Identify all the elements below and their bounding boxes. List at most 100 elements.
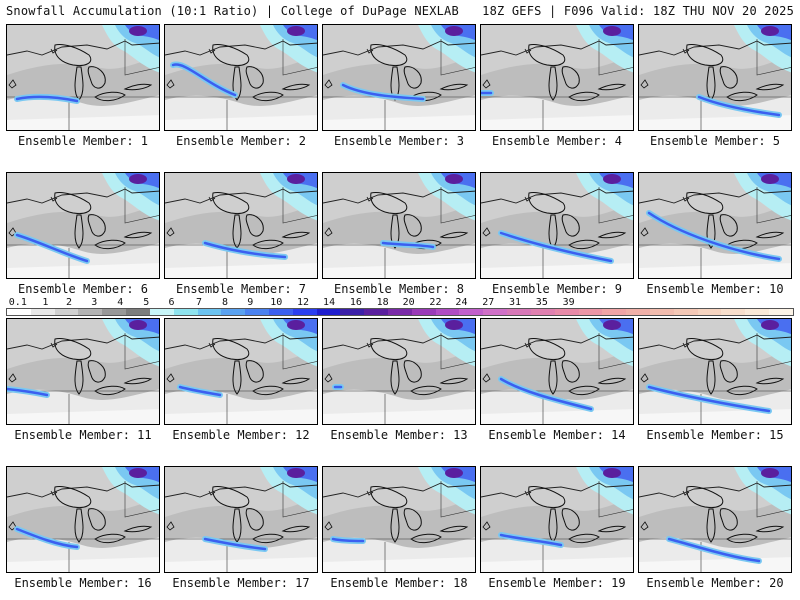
colorbar-tick-label: 6 — [168, 297, 175, 308]
ensemble-map-20 — [638, 466, 792, 573]
colorbar-swatch — [149, 309, 174, 315]
colorbar-tick-label: 10 — [270, 297, 283, 308]
colorbar-swatch — [30, 309, 55, 315]
ensemble-member-label: Ensemble Member: 19 — [488, 576, 626, 590]
colorbar-swatches — [6, 308, 794, 316]
colorbar-swatch — [554, 309, 579, 315]
colorbar-swatch — [340, 309, 365, 315]
ensemble-member-label: Ensemble Member: 8 — [333, 282, 465, 296]
ensemble-member-label: Ensemble Member: 9 — [491, 282, 623, 296]
ensemble-map-2 — [164, 24, 318, 131]
colorbar-tick-label: 31 — [509, 297, 522, 308]
ensemble-map-1 — [6, 24, 160, 131]
ensemble-member-label: Ensemble Member: 2 — [175, 134, 307, 148]
colorbar-tick-label: 9 — [247, 297, 254, 308]
colorbar-swatch — [507, 309, 531, 315]
ensemble-map-14 — [480, 318, 634, 425]
ensemble-member-label: Ensemble Member: 6 — [17, 282, 149, 296]
model-run-info: 18Z GEFS | F096 Valid: 18Z THU NOV 20 20… — [482, 4, 794, 18]
ensemble-map-6 — [6, 172, 160, 279]
ensemble-map-4 — [480, 24, 634, 131]
ensemble-member-label: Ensemble Member: 5 — [649, 134, 781, 148]
colorbar-tick-label: 7 — [196, 297, 203, 308]
colorbar-tick-label: 22 — [429, 297, 442, 308]
colorbar-swatch — [245, 309, 269, 315]
colorbar-swatch — [435, 309, 460, 315]
colorbar-swatch — [649, 309, 674, 315]
ensemble-map-17 — [164, 466, 318, 573]
ensemble-member-label: Ensemble Member: 17 — [172, 576, 310, 590]
colorbar-swatch — [316, 309, 341, 315]
colorbar-tick-label: 39 — [562, 297, 575, 308]
colorbar-tick-label: 3 — [91, 297, 98, 308]
colorbar-swatch — [697, 309, 722, 315]
colorbar-ticks: 0.1 1 2 3 4 5 6 7 8 9 10 12 14 16 18 20 22 24 27 31 35 39 — [6, 298, 794, 308]
colorbar-tick-label: 16 — [349, 297, 362, 308]
ensemble-member-label: Ensemble Member: 18 — [330, 576, 468, 590]
ensemble-member-label: Ensemble Member: 7 — [175, 282, 307, 296]
ensemble-member-label: Ensemble Member: 14 — [488, 428, 626, 442]
ensemble-map-7 — [164, 172, 318, 279]
ensemble-map-18 — [322, 466, 476, 573]
ensemble-member-label: Ensemble Member: 16 — [14, 576, 152, 590]
ensemble-map-10 — [638, 172, 792, 279]
colorbar-swatch — [7, 309, 31, 315]
colorbar-tick-label: 35 — [535, 297, 548, 308]
colorbar-tick-label: 4 — [117, 297, 124, 308]
ensemble-member-label: Ensemble Member: 11 — [14, 428, 152, 442]
colorbar-swatch — [221, 309, 246, 315]
ensemble-map-9 — [480, 172, 634, 279]
ensemble-map-3 — [322, 24, 476, 131]
colorbar-swatch — [602, 309, 627, 315]
colorbar-swatch — [483, 309, 508, 315]
colorbar-tick-label: 2 — [66, 297, 73, 308]
ensemble-map-15 — [638, 318, 792, 425]
colorbar-tick-label: 14 — [323, 297, 336, 308]
ensemble-map-8 — [322, 172, 476, 279]
colorbar-swatch — [530, 309, 555, 315]
colorbar-swatch — [578, 309, 603, 315]
colorbar-tick-label: 24 — [455, 297, 468, 308]
colorbar-swatch — [459, 309, 484, 315]
colorbar-tick-label: 18 — [376, 297, 389, 308]
colorbar-swatch — [411, 309, 436, 315]
colorbar-swatch — [78, 309, 103, 315]
colorbar-tick-label: 12 — [297, 297, 310, 308]
colorbar-swatch — [292, 309, 317, 315]
ensemble-member-label: Ensemble Member: 20 — [646, 576, 784, 590]
ensemble-member-label: Ensemble Member: 1 — [17, 134, 149, 148]
ensemble-map-16 — [6, 466, 160, 573]
colorbar-tick-label: 8 — [222, 297, 229, 308]
colorbar-swatch — [102, 309, 127, 315]
colorbar-swatch — [388, 309, 412, 315]
colorbar-swatch — [268, 309, 293, 315]
ensemble-member-label: Ensemble Member: 3 — [333, 134, 465, 148]
colorbar-swatch — [626, 309, 650, 315]
ensemble-member-label: Ensemble Member: 15 — [646, 428, 784, 442]
ensemble-member-label: Ensemble Member: 4 — [491, 134, 623, 148]
colorbar-swatch — [769, 309, 793, 315]
colorbar-tick-label: 1 — [42, 297, 49, 308]
ensemble-member-label: Ensemble Member: 13 — [330, 428, 468, 442]
ensemble-map-19 — [480, 466, 634, 573]
ensemble-member-label: Ensemble Member: 10 — [646, 282, 784, 296]
colorbar-swatch — [721, 309, 746, 315]
colorbar-swatch — [173, 309, 198, 315]
colorbar-swatch — [745, 309, 769, 315]
ensemble-map-13 — [322, 318, 476, 425]
colorbar-swatch — [364, 309, 388, 315]
colorbar-swatch — [54, 309, 79, 315]
colorbar-tick-label: 0.1 — [8, 297, 27, 308]
ensemble-map-11 — [6, 318, 160, 425]
chart-title: Snowfall Accumulation (10:1 Ratio) | Col… — [6, 4, 459, 18]
colorbar-tick-label: 5 — [143, 297, 150, 308]
colorbar-tick-label: 20 — [402, 297, 415, 308]
colorbar-swatch — [126, 309, 150, 315]
colorbar-swatch — [673, 309, 698, 315]
ensemble-map-5 — [638, 24, 792, 131]
colorbar-swatch — [197, 309, 222, 315]
ensemble-map-12 — [164, 318, 318, 425]
ensemble-member-label: Ensemble Member: 12 — [172, 428, 310, 442]
colorbar-legend: 0.1 1 2 3 4 5 6 7 8 9 10 12 14 16 18 20 22 24 27 31 35 39 — [6, 298, 794, 318]
colorbar-tick-label: 27 — [482, 297, 495, 308]
